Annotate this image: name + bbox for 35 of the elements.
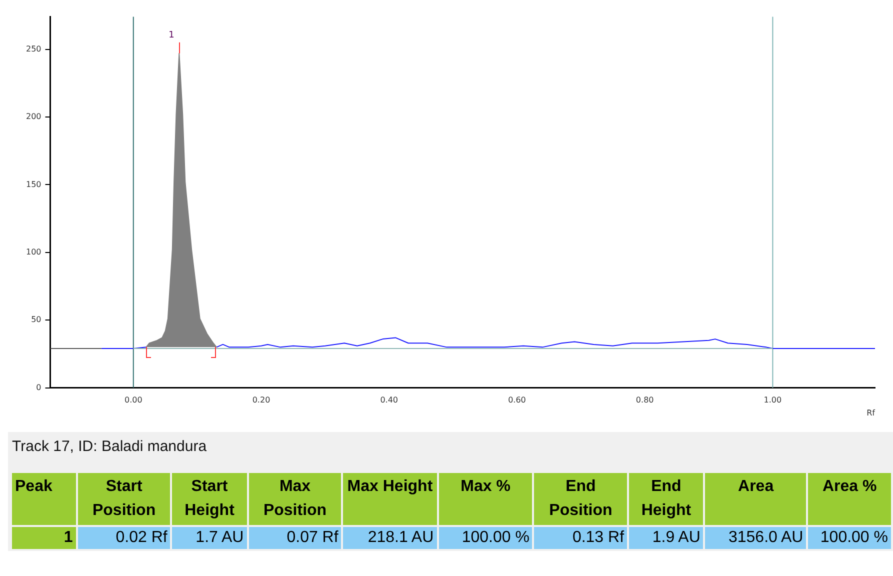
- y-tick-label: 100: [26, 247, 42, 256]
- y-tick-label: 250: [26, 44, 42, 54]
- y-tick-label: 200: [26, 112, 42, 122]
- category-label: End Height: [629, 473, 704, 525]
- text: 218.1 AU: [368, 529, 434, 546]
- x-tick-label: 1.00: [764, 396, 782, 405]
- category-label: Peak: [12, 473, 76, 525]
- text: 1.9 AU: [652, 529, 700, 546]
- annotation: 1: [168, 30, 174, 41]
- category-label: Start Position: [78, 473, 170, 525]
- y-tick-label: 50: [31, 315, 42, 324]
- text: Track 17, ID: Baladi mandura: [11, 437, 208, 457]
- y-tick-label: 0: [36, 382, 42, 392]
- category-label: End Position: [534, 473, 628, 525]
- text: 100.00 %: [820, 529, 888, 546]
- text: 0.13 Rf: [572, 529, 624, 546]
- text: 0.07 Rf: [286, 529, 338, 546]
- category-label: Max %: [438, 473, 532, 525]
- text: 1: [64, 529, 73, 546]
- category-label: Max Height: [343, 473, 437, 525]
- x-tick-label: 0.40: [380, 396, 398, 405]
- category-label: Area: [705, 473, 806, 525]
- text: 3156.0 AU: [728, 529, 804, 546]
- category-label: Max Position: [248, 473, 342, 525]
- text: 0.02 Rf: [116, 529, 168, 546]
- y-tick-label: 150: [26, 180, 42, 189]
- category-label: Area %: [808, 473, 891, 525]
- x-axis-title: Rf: [866, 408, 876, 418]
- x-tick-label: 0.80: [636, 396, 654, 405]
- text: 100.00 %: [462, 529, 530, 546]
- category-label: Start Height: [172, 473, 247, 525]
- x-tick-label: 0.60: [508, 396, 526, 405]
- x-tick-label: 0.20: [252, 396, 270, 405]
- x-tick-label: 0.00: [124, 396, 142, 405]
- text: 1.7 AU: [196, 529, 244, 546]
